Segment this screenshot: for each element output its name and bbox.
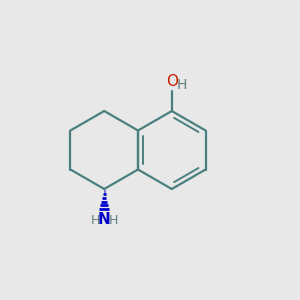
Text: H: H xyxy=(109,214,118,227)
Text: H: H xyxy=(176,78,187,92)
Text: N: N xyxy=(98,212,111,226)
Text: O: O xyxy=(166,74,178,89)
Text: H: H xyxy=(91,214,100,227)
